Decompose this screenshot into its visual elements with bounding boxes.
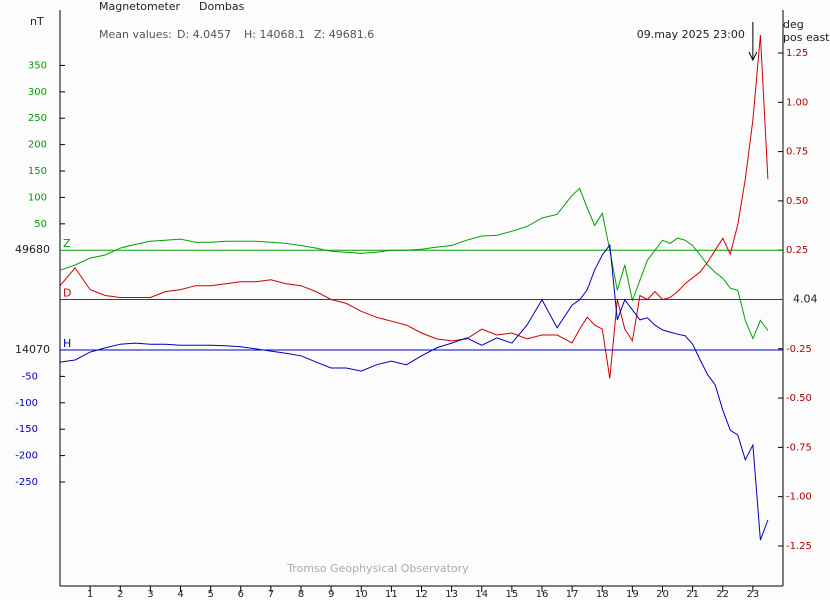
- baseline-label: 49680: [15, 243, 50, 256]
- y-tick-label: 250: [28, 113, 47, 124]
- y2-tick-label: 1.25: [786, 48, 808, 59]
- x-tick-label: 18: [596, 589, 609, 600]
- series-label: D: [63, 286, 71, 299]
- baseline-label: 4.04: [793, 292, 818, 305]
- y2-tick-label: -1.25: [786, 541, 812, 552]
- y2-tick-label: 0.25: [786, 245, 808, 256]
- x-tick-label: 4: [177, 589, 183, 600]
- y2-tick-label: 1.00: [786, 97, 808, 108]
- y-tick-label: -200: [15, 451, 38, 462]
- series-label: Z: [63, 237, 71, 250]
- y-tick-label: -100: [15, 398, 38, 409]
- x-tick-label: 8: [298, 589, 304, 600]
- x-tick-label: 13: [445, 589, 458, 600]
- y2-tick-label: -0.25: [786, 344, 812, 355]
- mean-value: H: 14068.1: [244, 28, 305, 41]
- x-tick-label: 11: [385, 589, 398, 600]
- y2-axis-label: deg: [783, 18, 804, 31]
- x-tick-label: 5: [207, 589, 213, 600]
- x-tick-label: 17: [566, 589, 579, 600]
- y2-tick-label: -0.75: [786, 442, 812, 453]
- y-tick-label: -150: [15, 424, 38, 435]
- x-tick-label: 12: [415, 589, 428, 600]
- x-tick-label: 16: [536, 589, 549, 600]
- series-line: [59, 35, 769, 379]
- y-tick-label: 350: [28, 60, 47, 71]
- x-tick-label: 6: [238, 589, 244, 600]
- x-tick-label: 7: [268, 589, 274, 600]
- chart-title: Magnetometer: [99, 0, 181, 13]
- series-label: H: [63, 337, 71, 350]
- y2-tick-label: 0.75: [786, 147, 808, 158]
- y2-axis-label: pos east: [783, 31, 830, 44]
- y2-tick-label: 0.50: [786, 196, 808, 207]
- mean-value: D: 4.0457: [177, 28, 231, 41]
- x-tick-label: 2: [117, 589, 123, 600]
- y-tick-label: -50: [22, 371, 38, 382]
- x-tick-label: 22: [716, 589, 729, 600]
- series-line: [59, 243, 769, 541]
- footer: Tromso Geophysical Observatory: [286, 562, 469, 575]
- x-tick-label: 1: [87, 589, 93, 600]
- x-tick-label: 15: [506, 589, 519, 600]
- x-tick-label: 23: [747, 589, 760, 600]
- y-tick-label: -250: [15, 477, 38, 488]
- series-line: [59, 187, 769, 340]
- y-tick-label: 50: [34, 219, 47, 230]
- y-tick-label: 100: [28, 192, 47, 203]
- annotation-arrow: [748, 22, 758, 62]
- y-axis-label: nT: [30, 15, 44, 28]
- x-tick-label: 10: [355, 589, 368, 600]
- y-tick-label: 200: [28, 140, 47, 151]
- x-tick-label: 21: [686, 589, 699, 600]
- chart-subtitle: Dombas: [199, 0, 245, 13]
- x-tick-label: 20: [656, 589, 669, 600]
- baseline-label: 14070: [15, 343, 50, 356]
- y-tick-label: 300: [28, 87, 47, 98]
- x-tick-label: 14: [475, 589, 488, 600]
- y2-tick-label: -1.00: [786, 492, 812, 503]
- mean-values-label: Mean values:: [99, 28, 172, 41]
- y-tick-label: 150: [28, 166, 47, 177]
- x-tick-label: 19: [626, 589, 639, 600]
- y2-tick-label: -0.50: [786, 393, 812, 404]
- mean-value: Z: 49681.6: [314, 28, 374, 41]
- x-tick-label: 9: [328, 589, 334, 600]
- annotation: 09.may 2025 23:00: [637, 28, 745, 41]
- x-tick-label: 3: [147, 589, 153, 600]
